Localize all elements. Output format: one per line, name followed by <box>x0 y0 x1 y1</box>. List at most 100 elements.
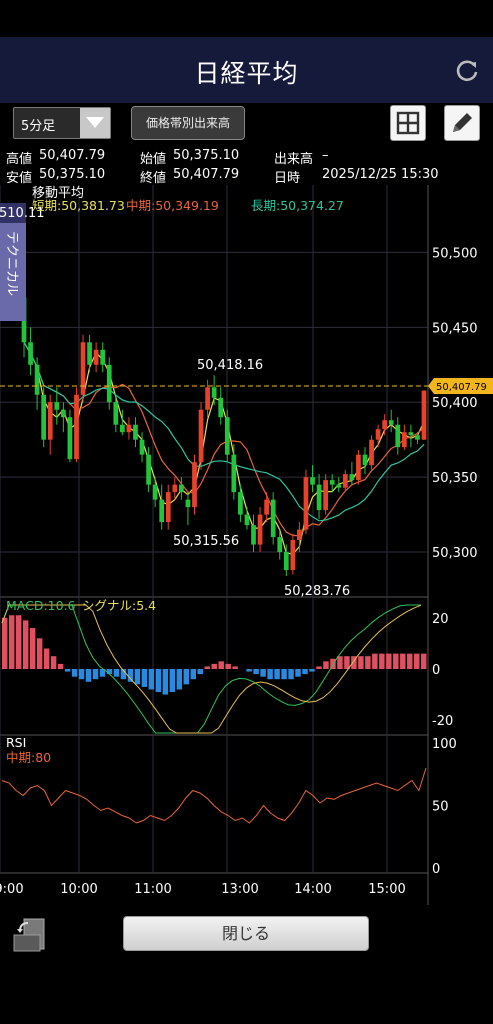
candle <box>87 342 92 365</box>
layout-grid-button[interactable] <box>390 105 426 141</box>
candle <box>41 394 47 440</box>
draw-button[interactable] <box>444 105 480 141</box>
volume-label: 出来高 <box>274 152 314 167</box>
low-value: 50,375.10 <box>39 167 106 182</box>
price-chart[interactable]: 50,500 50,450 50,400 50,350 50,300 20 0 -20 100 5… <box>0 185 493 905</box>
macd-bar <box>36 638 43 669</box>
bottom-bar: 閉じる <box>0 905 493 1024</box>
macd-bar <box>260 669 266 677</box>
close-label: 終値 <box>140 171 167 186</box>
candle <box>244 514 250 526</box>
macd-bar <box>15 615 22 669</box>
macd-bar <box>379 653 385 669</box>
annotation-low-1: 50,315.56 <box>173 534 239 549</box>
macd-axis-tick: -20 <box>432 714 453 729</box>
candle <box>224 417 230 455</box>
macd-bar <box>197 669 203 675</box>
macd-bar <box>92 669 99 680</box>
candle <box>270 499 276 538</box>
candle <box>356 454 361 481</box>
pencil-icon <box>453 113 472 132</box>
macd-bar <box>85 669 92 682</box>
candle <box>80 342 86 395</box>
candle <box>185 499 191 508</box>
macd-bar <box>204 666 210 669</box>
macd-bar <box>71 669 78 677</box>
macd-bar <box>344 656 350 669</box>
candle <box>362 454 368 466</box>
high-label: 高値 <box>6 152 33 167</box>
ohlc-info: 高値 50,407.79 始値 50,375.10 出来高 – 安値 50,37… <box>0 145 493 186</box>
candle <box>388 420 394 425</box>
price-axis-tick: 50,400 <box>432 396 478 411</box>
macd-bar <box>22 620 29 669</box>
macd-bar <box>134 669 141 685</box>
candle <box>165 492 171 523</box>
candle <box>349 474 355 481</box>
candle <box>297 529 302 541</box>
macd-bar <box>267 669 273 680</box>
macd-bar <box>120 669 127 680</box>
candle <box>421 390 427 440</box>
candle <box>290 540 296 571</box>
macd-bar <box>393 653 399 669</box>
macd-bar <box>400 653 406 669</box>
macd-line <box>1 604 421 734</box>
close-value: 50,407.79 <box>173 167 240 182</box>
macd-bar <box>337 656 343 669</box>
macd-bar <box>2 617 8 669</box>
candle <box>146 454 151 485</box>
macd-axis-tick: 20 <box>432 612 449 627</box>
status-bar <box>0 0 493 37</box>
macd-bar <box>351 656 357 669</box>
candle <box>120 424 125 433</box>
candle <box>218 397 224 418</box>
chart-toolbar: 5分足 価格帯別出来高 <box>0 103 493 145</box>
candle <box>133 424 138 440</box>
candle <box>310 477 315 485</box>
price-axis-tick: 50,350 <box>432 471 478 486</box>
candle <box>126 424 132 433</box>
candle <box>415 435 420 440</box>
volume-profile-button[interactable]: 価格帯別出来高 <box>131 106 245 140</box>
macd-bar <box>155 669 162 693</box>
candle <box>303 477 309 530</box>
candle <box>369 439 374 466</box>
candle <box>74 394 79 460</box>
candle <box>100 349 106 365</box>
signal-label: シグナル:5.4 <box>82 598 156 613</box>
refresh-icon[interactable] <box>454 57 480 83</box>
interval-select[interactable]: 5分足 <box>13 107 111 139</box>
candle <box>382 420 388 430</box>
candle <box>277 537 283 553</box>
candle <box>93 349 99 365</box>
macd-label: MACD:10.6 <box>6 598 76 613</box>
app-header: 日経平均 <box>0 37 493 103</box>
candle <box>47 402 53 440</box>
macd-bar <box>127 669 134 682</box>
macd-bar <box>358 656 364 669</box>
macd-bar <box>323 661 329 669</box>
rotate-screen-icon[interactable] <box>10 917 48 953</box>
open-label: 始値 <box>140 152 167 167</box>
macd-bar <box>183 669 190 685</box>
rsi-axis-tick: 50 <box>432 800 449 815</box>
time-axis-tick: 13:00 <box>221 882 258 897</box>
side-tab-label: テクニカル <box>4 231 19 296</box>
price-axis-tick: 50,450 <box>432 321 478 336</box>
macd-bar <box>113 669 120 677</box>
candle <box>395 424 401 448</box>
macd-bar <box>8 615 15 669</box>
candle <box>342 474 348 488</box>
price-axis-tick: 50,300 <box>432 546 478 561</box>
signal-line <box>1 604 422 734</box>
annotation-high: 50,418.16 <box>197 358 263 373</box>
macd-bar <box>57 663 64 669</box>
candle <box>323 480 328 511</box>
macd-bar <box>407 653 413 669</box>
close-button[interactable]: 閉じる <box>123 916 369 951</box>
rsi-axis-tick: 100 <box>432 737 457 752</box>
candle <box>113 402 119 425</box>
left-cut-value: 510.11 <box>0 206 45 221</box>
ma-long-label: 長期:50,374.27 <box>251 198 344 213</box>
